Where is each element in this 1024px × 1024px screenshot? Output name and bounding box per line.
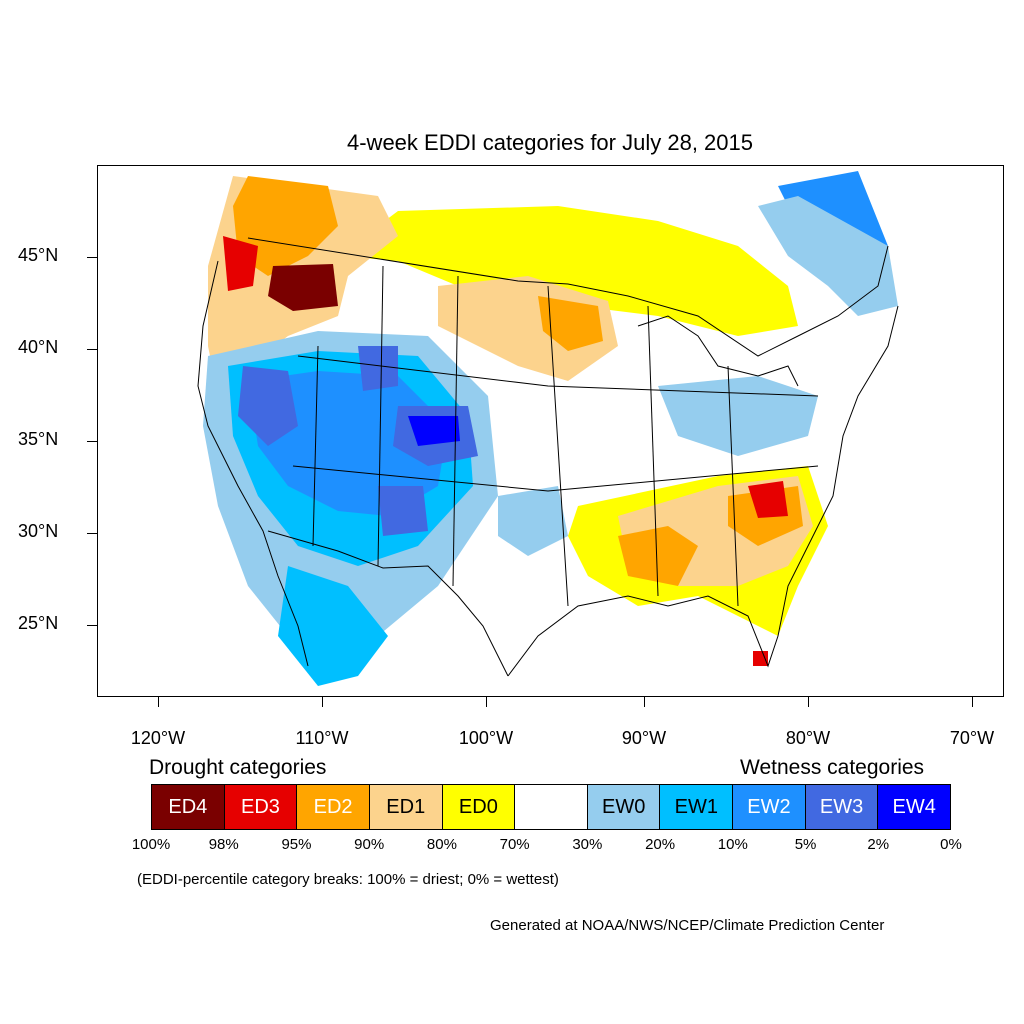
lat-label-30: 30°N xyxy=(18,521,59,541)
percent-break-label: 90% xyxy=(354,836,385,853)
region-ew4-colorado xyxy=(408,416,460,446)
lat-tick xyxy=(87,257,97,258)
state-boundaries xyxy=(197,237,899,677)
legend-box-ed0: ED0 xyxy=(442,785,516,829)
lat-tick xyxy=(87,533,97,534)
lon-label-90: 90°W xyxy=(621,728,667,748)
lon-label-80: 80°W xyxy=(785,728,831,748)
percent-break-label: 95% xyxy=(281,836,312,853)
percent-break-label: 20% xyxy=(645,836,676,853)
state-line-6 xyxy=(647,305,659,597)
lon-label-110: 110°W xyxy=(295,728,349,748)
region-ed0-north xyxy=(338,206,798,336)
lon-tick xyxy=(158,697,159,707)
legend-box-ed1: ED1 xyxy=(369,785,443,829)
category-legend: ED4 ED3 ED2 ED1 ED0 EW0 EW1 EW2 EW3 EW4 xyxy=(151,784,951,830)
region-ed2-minnesota xyxy=(538,296,603,351)
lat-label-40: 40°N xyxy=(18,337,59,357)
state-line-2 xyxy=(292,465,819,492)
percent-break-label: 80% xyxy=(426,836,457,853)
lon-tick xyxy=(972,697,973,707)
region-ew0-ohio-valley xyxy=(658,376,818,456)
percent-break-label: 5% xyxy=(794,836,817,853)
lat-label-45: 45°N xyxy=(18,245,59,265)
drought-categories-heading: Drought categories xyxy=(149,756,327,779)
legend-box-ed2: ED2 xyxy=(297,785,370,829)
legend-box-ew2: EW2 xyxy=(733,785,806,829)
state-line-3 xyxy=(377,265,384,567)
lat-label-25: 25°N xyxy=(18,613,59,633)
lon-label-70: 70°W xyxy=(949,728,995,748)
lon-tick xyxy=(486,697,487,707)
state-line-7 xyxy=(312,345,319,547)
legend-box-neutral xyxy=(515,785,588,829)
lon-label-120: 120°W xyxy=(130,728,186,748)
eddi-map-canvas xyxy=(197,171,899,686)
region-ed2-northwest xyxy=(233,176,338,276)
percent-break-label: 10% xyxy=(717,836,748,853)
legend-box-ed4: ED4 xyxy=(152,785,225,829)
west-coast xyxy=(197,260,309,667)
percent-break-label: 0% xyxy=(940,836,962,853)
lon-tick xyxy=(644,697,645,707)
eddi-map xyxy=(97,165,1004,697)
legend-box-ew4: EW4 xyxy=(878,785,951,829)
percent-break-label: 98% xyxy=(208,836,239,853)
credit-line: Generated at NOAA/NWS/NCEP/Climate Predi… xyxy=(490,917,885,934)
category-note: (EDDI-percentile category breaks: 100% =… xyxy=(137,871,559,888)
state-line-4 xyxy=(452,275,459,587)
lat-tick xyxy=(87,441,97,442)
state-line-8 xyxy=(727,365,739,607)
state-line-5 xyxy=(547,285,569,607)
percent-break-label: 2% xyxy=(867,836,890,853)
lon-label-100: 100°W xyxy=(458,728,514,748)
wetness-categories-heading: Wetness categories xyxy=(740,756,925,779)
region-ew3-nevada xyxy=(238,366,298,446)
legend-box-ed3: ED3 xyxy=(224,785,298,829)
region-ew3-wyoming xyxy=(358,346,398,391)
percent-break-label: 100% xyxy=(131,836,171,853)
region-ew3-new-mexico xyxy=(378,486,428,536)
lat-label-35: 35°N xyxy=(18,429,59,449)
percent-break-label: 30% xyxy=(572,836,603,853)
lon-tick xyxy=(322,697,323,707)
legend-box-ew1: EW1 xyxy=(660,785,734,829)
category-shading xyxy=(203,171,898,686)
us-mexico-border xyxy=(267,530,509,677)
lat-tick xyxy=(87,625,97,626)
great-lakes xyxy=(637,315,799,387)
region-ed3-northwest xyxy=(223,236,258,291)
region-ed4-idaho xyxy=(268,264,338,311)
us-canada-border xyxy=(247,237,889,357)
legend-box-ew3: EW3 xyxy=(805,785,879,829)
map-title: 4-week EDDI categories for July 28, 2015 xyxy=(347,130,753,155)
region-ew0-new-england xyxy=(758,196,898,316)
region-ed3-carolinas xyxy=(748,481,788,518)
gulf-east-coast xyxy=(507,305,899,677)
lon-tick xyxy=(808,697,809,707)
lat-tick xyxy=(87,349,97,350)
region-ed3-florida xyxy=(753,651,768,666)
percent-break-label: 70% xyxy=(499,836,530,853)
legend-box-ew0: EW0 xyxy=(587,785,661,829)
region-ew0-texas xyxy=(498,486,568,556)
region-ed2-southeast xyxy=(618,526,698,586)
